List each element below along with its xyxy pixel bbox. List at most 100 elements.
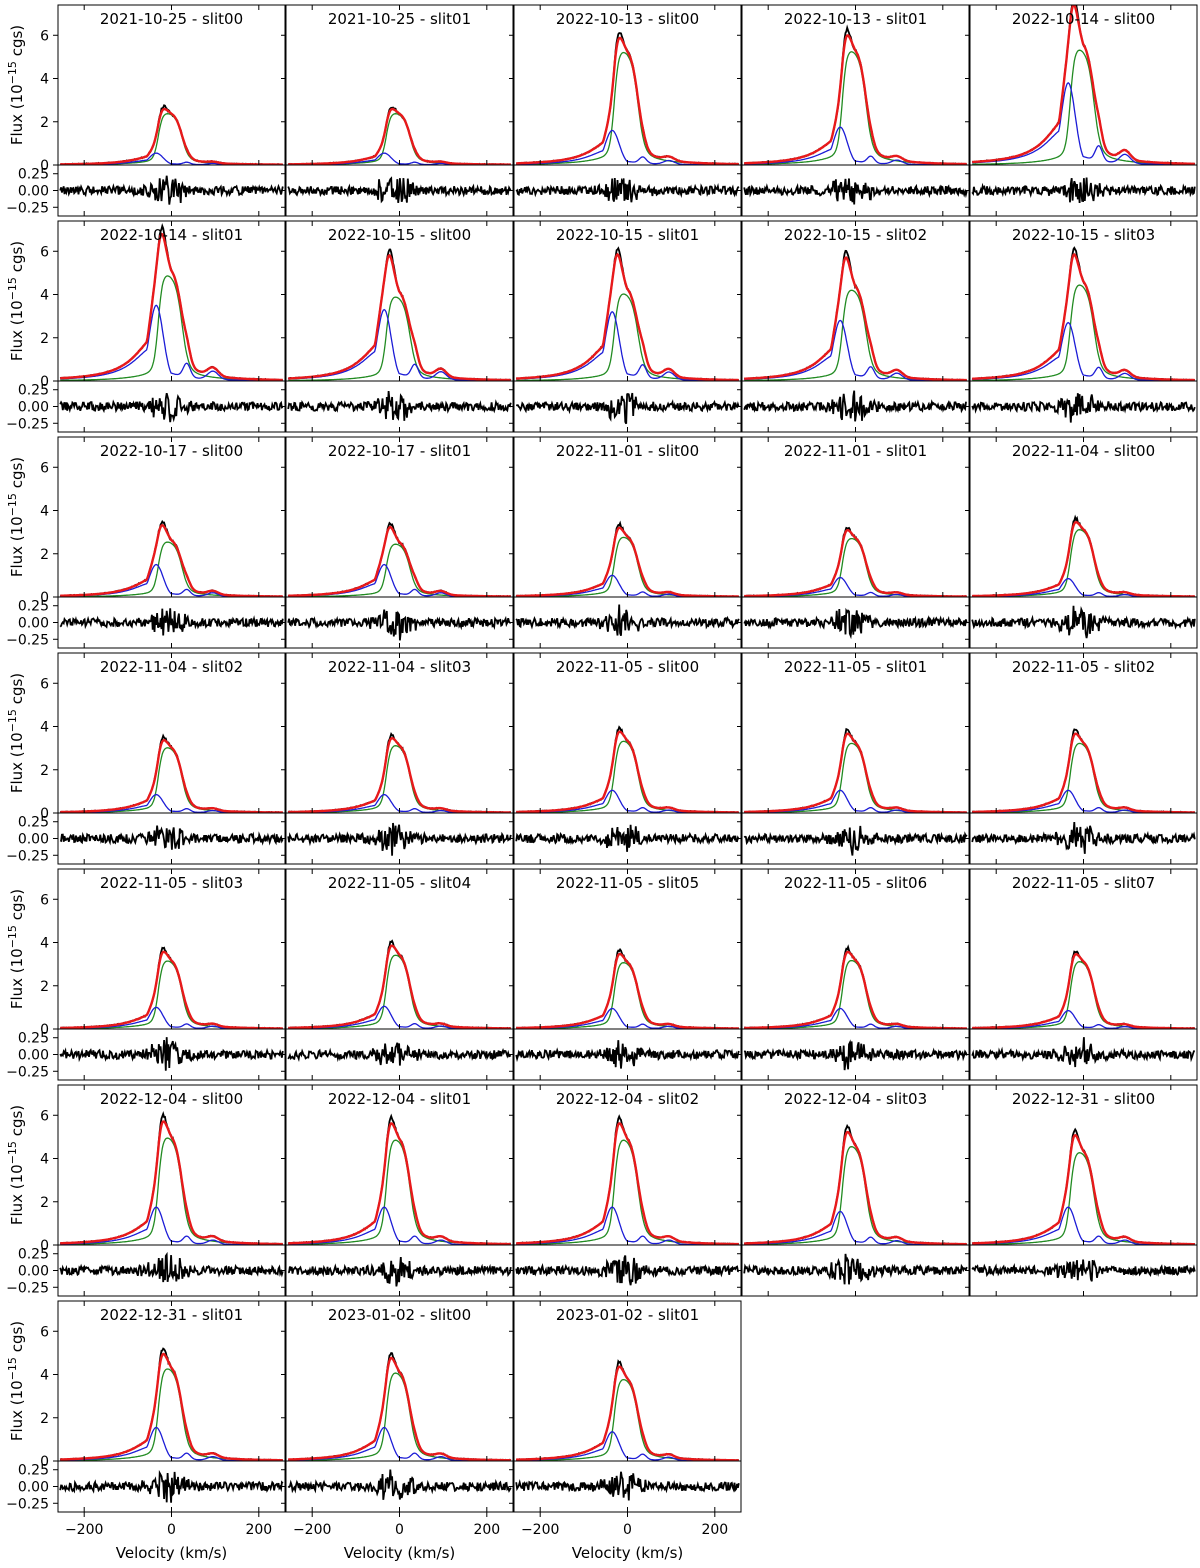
total-fit-line bbox=[972, 1133, 1195, 1245]
panel-title: 2021-10-25 - slit01 bbox=[328, 10, 471, 28]
residual-line bbox=[743, 607, 968, 640]
residual-line bbox=[515, 824, 740, 852]
residual-plot bbox=[287, 1469, 512, 1500]
y-axis-label: Flux (10−15 cgs) bbox=[6, 889, 27, 1009]
residual-plot bbox=[971, 605, 1196, 639]
axis-labels: −200 0 200 Velocity (km/s) −200 0 200 Velocity … bbox=[65, 1512, 728, 1562]
y-axis-label: Flux (10−15 cgs) bbox=[6, 241, 27, 361]
residual-plot bbox=[515, 177, 740, 203]
total-fit-line bbox=[60, 950, 283, 1029]
x-axis-label: Velocity (km/s) bbox=[116, 1544, 227, 1562]
residual-plot bbox=[59, 825, 284, 850]
flux-plot bbox=[972, 5, 1196, 165]
y-tick-label: 6 bbox=[40, 892, 49, 908]
y-tick-label: 0 bbox=[40, 806, 49, 822]
total-fit-line bbox=[288, 944, 511, 1029]
residual-tick-label: −0.25 bbox=[6, 200, 49, 216]
total-fit-line bbox=[516, 1122, 739, 1245]
residual-line bbox=[287, 1257, 512, 1287]
panel: 2022-12-04 - slit03 bbox=[737, 1084, 970, 1297]
residual-tick-label: −0.25 bbox=[6, 416, 49, 432]
flux-plot bbox=[744, 1123, 968, 1245]
residual-tick-label: 0.25 bbox=[18, 1031, 49, 1047]
residual-plot bbox=[743, 1039, 968, 1071]
total-fit-line bbox=[288, 107, 511, 165]
total-fit-line bbox=[60, 232, 283, 381]
total-fit-line bbox=[972, 732, 1195, 813]
residual-plot bbox=[515, 1255, 740, 1286]
residual-tick-label: 0.25 bbox=[18, 815, 49, 831]
residual-plot bbox=[287, 1042, 512, 1066]
residual-tick-label: 0.25 bbox=[18, 383, 49, 399]
total-fit-line bbox=[288, 736, 511, 813]
residual-tick-label: 0.25 bbox=[18, 167, 49, 183]
y-tick-label: 2 bbox=[40, 547, 49, 563]
residual-plot bbox=[515, 1040, 740, 1069]
y-tick-label: 0 bbox=[40, 374, 49, 390]
y-tick-label: 2 bbox=[40, 115, 49, 131]
total-fit-line bbox=[744, 950, 967, 1029]
residual-tick-label: 0.25 bbox=[18, 599, 49, 615]
total-fit-line bbox=[60, 523, 283, 597]
panel-title: 2022-12-04 - slit03 bbox=[784, 1090, 927, 1108]
panel-title: 2022-11-05 - slit01 bbox=[784, 658, 927, 676]
panel-title: 2022-12-31 - slit00 bbox=[1012, 1090, 1155, 1108]
panel-title: 2022-11-05 - slit02 bbox=[1012, 658, 1155, 676]
residual-tick-label: 0.25 bbox=[18, 1247, 49, 1263]
residual-line bbox=[971, 605, 1196, 639]
residual-plot bbox=[515, 824, 740, 852]
panel: 2022-10-15 - slit00 bbox=[281, 220, 514, 433]
broad-component-line bbox=[972, 321, 1195, 381]
x-axis-label: Velocity (km/s) bbox=[572, 1544, 683, 1562]
panel-title: 2022-11-04 - slit00 bbox=[1012, 442, 1155, 460]
residual-line bbox=[59, 392, 284, 423]
residual-line bbox=[287, 391, 512, 421]
total-fit-line bbox=[60, 1120, 283, 1245]
residual-plot bbox=[516, 392, 740, 425]
broad-component-line bbox=[972, 81, 1195, 165]
total-fit-line bbox=[288, 1122, 511, 1245]
panel-title: 2022-10-14 - slit00 bbox=[1012, 10, 1155, 28]
panel: 2022-10-13 - slit01 bbox=[737, 4, 970, 217]
panel: 0 2 4 6 0.250.00−0.25 2022-10-17 - slit00 Flux… bbox=[6, 436, 286, 649]
residual-line bbox=[515, 604, 740, 636]
residual-line bbox=[59, 825, 284, 850]
flux-plot bbox=[971, 728, 1196, 813]
residual-plot bbox=[971, 1259, 1196, 1282]
residual-plot bbox=[59, 175, 284, 205]
residual-line bbox=[287, 1042, 512, 1066]
panel-title: 2023-01-02 - slit01 bbox=[556, 1306, 699, 1324]
y-axis-label: Flux (10−15 cgs) bbox=[6, 673, 27, 793]
y-tick-label: 2 bbox=[40, 1411, 49, 1427]
residual-line bbox=[743, 825, 968, 856]
residual-tick-label: 0.00 bbox=[18, 184, 49, 200]
residual-line bbox=[59, 1251, 284, 1283]
residual-tick-label: 0.00 bbox=[18, 616, 49, 632]
residual-line bbox=[515, 1040, 740, 1069]
residual-tick-label: −0.25 bbox=[6, 848, 49, 864]
panel-title: 2022-10-15 - slit01 bbox=[556, 226, 699, 244]
x-tick-label: 200 bbox=[245, 1522, 272, 1538]
panel-title: 2022-10-17 - slit00 bbox=[100, 442, 243, 460]
total-fit-line bbox=[516, 36, 739, 165]
x-tick-label: 0 bbox=[395, 1522, 404, 1538]
residual-line bbox=[743, 390, 967, 422]
total-fit-line bbox=[60, 107, 283, 165]
residual-line bbox=[971, 1037, 1195, 1068]
residual-plot bbox=[971, 393, 1196, 423]
residual-tick-label: −0.25 bbox=[6, 632, 49, 648]
flux-plot bbox=[287, 248, 512, 381]
total-fit-line bbox=[744, 529, 967, 597]
panel-title: 2022-11-04 - slit03 bbox=[328, 658, 471, 676]
panel-title: 2023-01-02 - slit00 bbox=[328, 1306, 471, 1324]
panel-title: 2022-10-15 - slit02 bbox=[784, 226, 927, 244]
x-tick-label: 200 bbox=[701, 1522, 728, 1538]
residual-line bbox=[515, 1471, 740, 1501]
flux-plot bbox=[516, 246, 739, 381]
y-tick-label: 4 bbox=[40, 72, 49, 88]
x-tick-label: 200 bbox=[473, 1522, 500, 1538]
panel: 2022-10-14 - slit00 bbox=[965, 4, 1198, 217]
residual-plot bbox=[59, 392, 284, 423]
